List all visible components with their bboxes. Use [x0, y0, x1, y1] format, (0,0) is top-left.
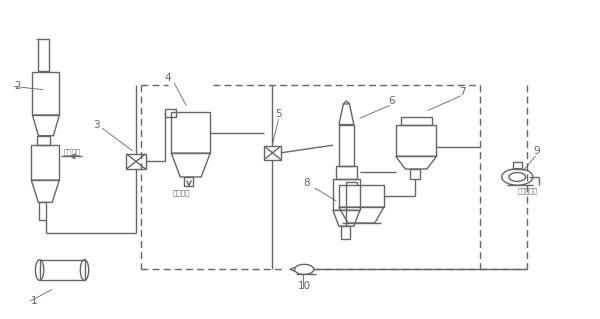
Text: 10: 10 [298, 281, 311, 291]
Text: 9: 9 [533, 146, 540, 156]
Text: 3: 3 [94, 120, 100, 130]
Text: 2: 2 [14, 81, 21, 92]
Bar [38, 39, 49, 70]
Text: 1: 1 [31, 296, 37, 306]
Bar [336, 166, 357, 179]
Bar [264, 146, 281, 160]
Text: 4: 4 [164, 73, 171, 83]
Bar [401, 117, 431, 124]
Bar [339, 185, 384, 207]
Bar [127, 154, 146, 169]
Text: 7: 7 [459, 87, 466, 97]
Bar [512, 162, 522, 169]
Bar [40, 260, 85, 280]
Bar [410, 169, 420, 179]
Bar [166, 109, 176, 117]
Text: 5: 5 [275, 109, 282, 119]
Bar [39, 202, 46, 220]
Text: 入三次风管: 入三次风管 [517, 188, 537, 195]
Bar [37, 136, 50, 145]
Bar [396, 124, 436, 156]
Bar [341, 226, 350, 239]
Bar [333, 179, 360, 210]
Text: 8: 8 [303, 178, 310, 188]
Bar [184, 177, 193, 187]
Bar [31, 145, 59, 180]
Bar [171, 112, 210, 153]
Text: 入分解炉: 入分解炉 [172, 189, 190, 196]
Text: 入分解炉: 入分解炉 [64, 148, 80, 155]
Text: 6: 6 [389, 96, 395, 106]
Bar [339, 124, 354, 166]
Bar [32, 72, 59, 115]
